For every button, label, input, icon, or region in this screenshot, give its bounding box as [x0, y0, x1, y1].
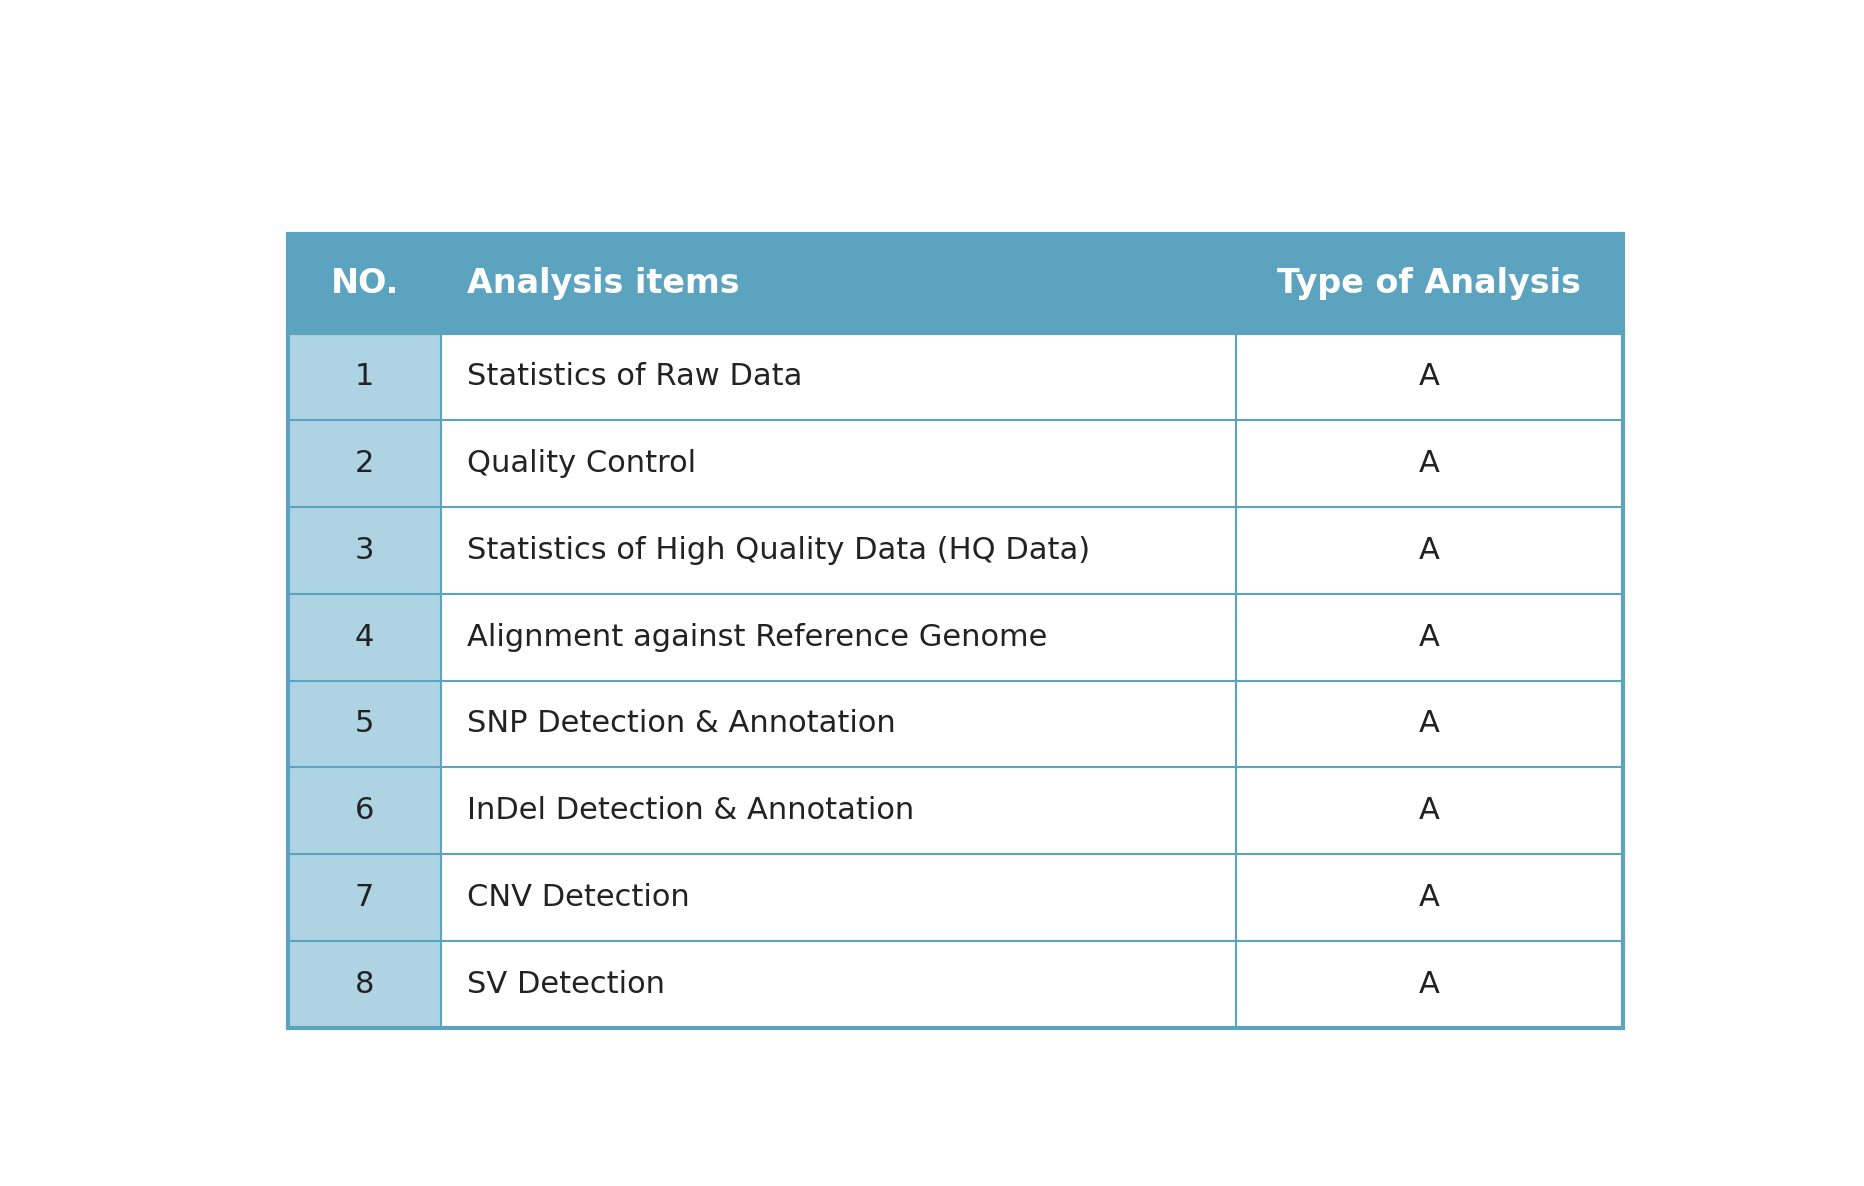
Bar	[287, 420, 442, 506]
Bar	[1236, 942, 1624, 1028]
Text: Statistics of Raw Data: Statistics of Raw Data	[468, 362, 803, 391]
Text: Quality Control: Quality Control	[468, 448, 697, 478]
Text: 4: 4	[354, 623, 375, 651]
Text: 6: 6	[354, 796, 375, 825]
Text: NO.: NO.	[330, 267, 399, 300]
Text: SV Detection: SV Detection	[468, 970, 665, 999]
Text: A: A	[1419, 970, 1439, 999]
Bar	[1236, 594, 1624, 681]
Bar	[442, 854, 1236, 942]
Bar	[287, 767, 442, 854]
Text: SNP Detection & Annotation: SNP Detection & Annotation	[468, 709, 897, 739]
Text: InDel Detection & Annotation: InDel Detection & Annotation	[468, 796, 915, 825]
Text: A: A	[1419, 709, 1439, 739]
Bar	[287, 594, 442, 681]
Text: 1: 1	[354, 362, 375, 391]
Bar	[1236, 767, 1624, 854]
Text: A: A	[1419, 884, 1439, 912]
Bar	[287, 333, 442, 420]
Bar	[1236, 333, 1624, 420]
Bar	[287, 234, 1624, 1028]
Bar	[442, 333, 1236, 420]
Text: Alignment against Reference Genome: Alignment against Reference Genome	[468, 623, 1048, 651]
Bar	[287, 942, 442, 1028]
Text: A: A	[1419, 362, 1439, 391]
Text: Analysis items: Analysis items	[468, 267, 740, 300]
Text: Statistics of High Quality Data (HQ Data): Statistics of High Quality Data (HQ Data…	[468, 536, 1090, 565]
Text: A: A	[1419, 796, 1439, 825]
Text: 8: 8	[354, 970, 375, 999]
Bar	[1236, 681, 1624, 767]
Text: 5: 5	[354, 709, 375, 739]
Text: CNV Detection: CNV Detection	[468, 884, 690, 912]
Bar	[287, 854, 442, 942]
Text: 2: 2	[354, 448, 375, 478]
Text: Type of Analysis: Type of Analysis	[1277, 267, 1581, 300]
Bar	[442, 681, 1236, 767]
Bar	[442, 942, 1236, 1028]
Bar	[442, 594, 1236, 681]
Bar	[442, 420, 1236, 506]
Text: A: A	[1419, 623, 1439, 651]
Bar	[287, 234, 1624, 333]
Bar	[1236, 506, 1624, 594]
Text: A: A	[1419, 536, 1439, 565]
Bar	[442, 506, 1236, 594]
Text: 7: 7	[354, 884, 375, 912]
Bar	[287, 681, 442, 767]
Text: A: A	[1419, 448, 1439, 478]
Bar	[1236, 854, 1624, 942]
Text: 3: 3	[354, 536, 375, 565]
Bar	[1236, 420, 1624, 506]
Bar	[287, 506, 442, 594]
Bar	[442, 767, 1236, 854]
